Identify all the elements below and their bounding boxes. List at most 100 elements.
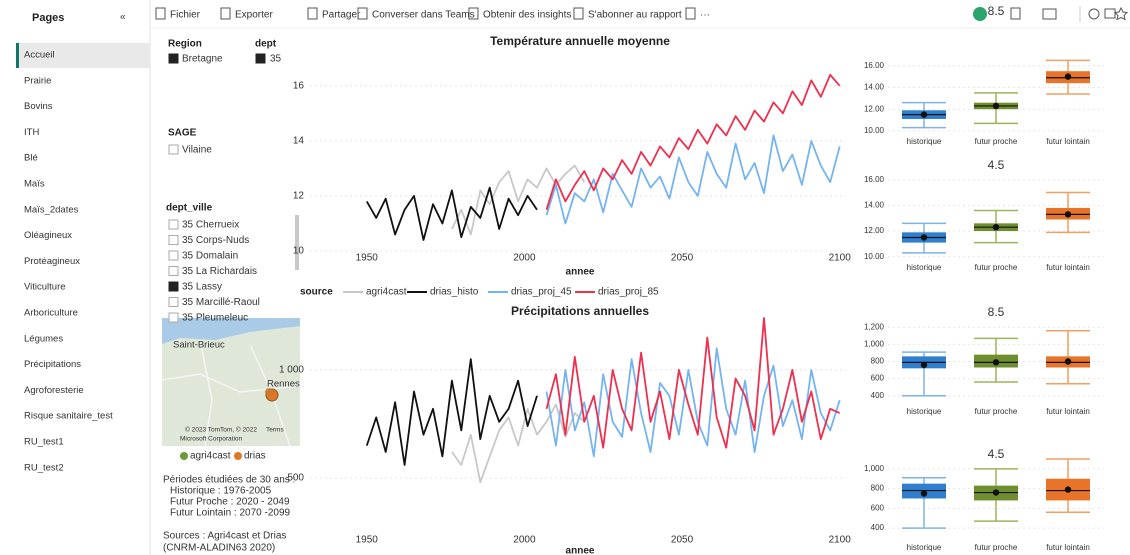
page-tab[interactable]: Maïs_2dates (24, 204, 79, 215)
x-axis-label: annee (566, 546, 595, 555)
mean-marker (993, 103, 999, 109)
sync-icon[interactable] (973, 7, 987, 21)
mean-marker (993, 224, 999, 230)
category-label: futur lointain (1046, 137, 1090, 146)
report-page: Fichier Exporter Partager Converser dans Te… (0, 0, 1130, 555)
slicer-title: dept_ville (166, 203, 213, 214)
page-tab[interactable]: Risque sanitaire_test (24, 411, 113, 422)
y-tick-label: 14.00 (864, 83, 885, 92)
slicer-item[interactable]: 35 Cherrueix (182, 220, 239, 231)
page-tab[interactable]: Prairie (24, 75, 51, 86)
mean-marker (993, 489, 999, 495)
slicer-checkbox[interactable] (169, 251, 178, 260)
category-label: futur proche (975, 407, 1018, 416)
mean-marker (921, 234, 927, 240)
page-tab[interactable]: Oléagineux (24, 230, 72, 241)
y-tick-label: 10.00 (864, 126, 885, 135)
toolbar-button[interactable]: Partager (322, 10, 361, 21)
legend-label[interactable]: drias_proj_45 (511, 287, 572, 298)
map-legend-label: agri4cast (190, 451, 231, 462)
slicer-item[interactable]: 35 Marcillé-Raoul (182, 297, 260, 308)
toolbar-button[interactable]: Exporter (235, 10, 273, 21)
page-tab[interactable]: Agroforesterie (24, 385, 84, 396)
note: Futur Lointain : 2070 -2099 (170, 508, 291, 519)
mean-marker (921, 362, 927, 368)
page-tab[interactable]: Légumes (24, 333, 63, 344)
mean-marker (1065, 211, 1071, 217)
page-tab[interactable]: Viticulture (24, 282, 66, 293)
y-tick-label: 1,000 (864, 464, 885, 473)
y-tick-label: 16.00 (864, 61, 885, 70)
page-tab[interactable]: RU_test1 (24, 437, 64, 448)
legend-label[interactable]: drias_proj_85 (598, 287, 659, 298)
map-legend-dot (234, 452, 242, 460)
scrollbar[interactable] (295, 215, 299, 270)
category-label: historique (907, 543, 942, 552)
page-tab[interactable]: Arboriculture (24, 308, 78, 319)
category-label: historique (907, 407, 942, 416)
slicer-checkbox[interactable] (169, 267, 178, 276)
page-tab[interactable]: Maïs (24, 179, 45, 190)
chart-title: 8.5 (988, 305, 1005, 319)
slicer-checkbox[interactable] (169, 298, 178, 307)
x-tick-label: 2050 (671, 253, 694, 264)
slicer-item[interactable]: 35 La Richardais (182, 266, 257, 277)
y-tick-label: 14.00 (864, 200, 885, 209)
slicer-item[interactable]: 35 Corps-Nuds (182, 235, 249, 246)
slicer-item[interactable]: 35 (270, 54, 282, 65)
toolbar-button[interactable]: S'abonner au rapport (588, 10, 682, 21)
collapse-button[interactable]: « (120, 12, 126, 23)
y-tick-label: 1 000 (279, 365, 304, 376)
slicer-checkbox[interactable] (169, 282, 178, 291)
toolbar-button[interactable]: Converser dans Teams (372, 10, 475, 21)
page-tab[interactable]: Protéagineux (24, 256, 80, 267)
category-label: futur lointain (1046, 263, 1090, 272)
category-label: historique (907, 263, 942, 272)
page-tab[interactable]: Accueil (24, 50, 55, 61)
slicer-checkbox[interactable] (256, 54, 265, 63)
slicer-title: Region (168, 39, 202, 50)
y-tick-label: 16.00 (864, 175, 885, 184)
slicer-item[interactable]: Vilaine (182, 145, 212, 156)
chart-title: 4.5 (988, 447, 1005, 461)
legend-label[interactable]: agri4cast (366, 287, 407, 298)
slicer-checkbox[interactable] (169, 313, 178, 322)
legend-title: source (300, 287, 333, 298)
category-label: futur proche (975, 137, 1018, 146)
y-tick-label: 500 (287, 473, 304, 484)
mean-marker (1065, 358, 1071, 364)
slicer-item[interactable]: Bretagne (182, 54, 223, 65)
y-tick-label: 12.00 (864, 104, 885, 113)
page-tab[interactable]: Blé (24, 153, 38, 164)
page-tab[interactable]: RU_test2 (24, 462, 64, 473)
active-page-marker (16, 43, 19, 68)
slicer-checkbox[interactable] (169, 220, 178, 229)
slicer-item[interactable]: 35 Lassy (182, 282, 222, 293)
slicer-checkbox[interactable] (169, 54, 178, 63)
map-label: Rennes (267, 379, 300, 390)
map-terms[interactable]: Terms (266, 427, 284, 434)
page-tab[interactable]: ITH (24, 127, 39, 138)
y-tick-label: 400 (871, 523, 885, 532)
mean-marker (921, 490, 927, 496)
note: Périodes étudiées de 30 ans : (163, 475, 295, 486)
slicer-item[interactable]: 35 Domalain (182, 251, 238, 262)
y-tick-label: 600 (871, 503, 885, 512)
slicer-item[interactable]: 35 Pleumeleuc (182, 313, 248, 324)
y-tick-label: 12 (293, 191, 305, 202)
y-tick-label: 10.00 (864, 252, 885, 261)
y-tick-label: 10 (293, 246, 305, 257)
page-tab[interactable]: Bovins (24, 101, 53, 112)
toolbar-button[interactable]: Fichier (170, 10, 201, 21)
slicer-checkbox[interactable] (169, 145, 178, 154)
y-tick-label: 400 (871, 391, 885, 400)
page-tab[interactable]: Précipitations (24, 359, 81, 370)
toolbar-button[interactable]: ··· (700, 10, 710, 21)
mean-marker (921, 111, 927, 117)
toolbar-button[interactable]: Obtenir des insights (483, 10, 571, 21)
map-legend-label: drias (244, 451, 266, 462)
chart-title: 4.5 (988, 158, 1005, 172)
slicer-checkbox[interactable] (169, 236, 178, 245)
legend-label[interactable]: drias_histo (430, 287, 479, 298)
x-tick-label: 1950 (356, 535, 379, 546)
